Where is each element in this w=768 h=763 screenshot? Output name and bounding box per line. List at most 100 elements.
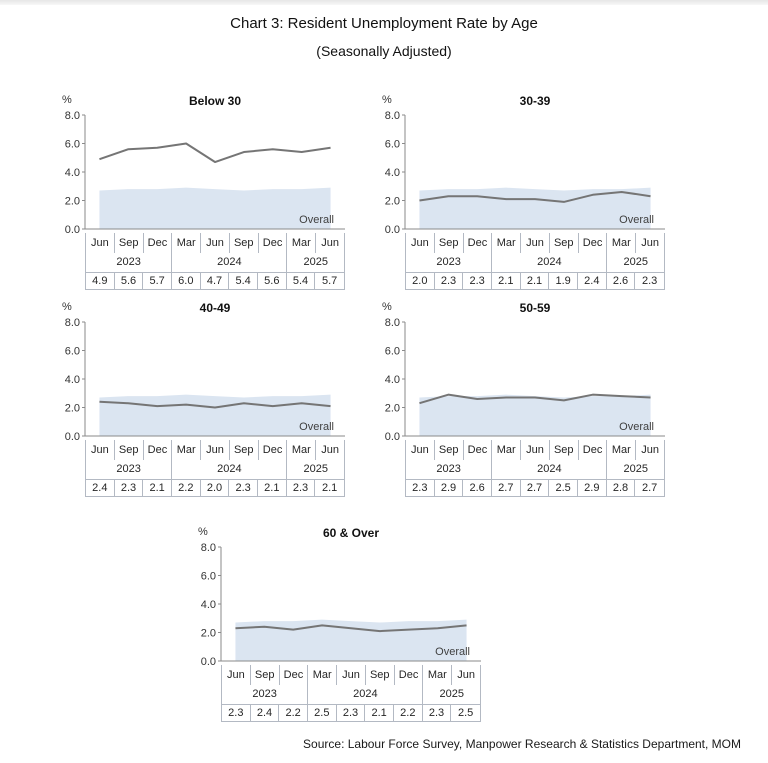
chart-canvas: % 30-39 8.0 6.0 4.0 2.0 0.0 Overall [382,94,665,233]
y-axis-tick-label: 2.0 [65,403,80,415]
y-axis-tick-label: 0.0 [385,431,400,440]
data-value: 2.7 [521,480,550,496]
data-value: 2.5 [458,707,474,719]
month-label: Dec [144,233,173,253]
month-label: Dec [579,440,608,460]
y-axis-tick-label: 4.0 [65,167,80,179]
year-label: 2025 [423,685,481,704]
month-label: Sep [366,665,395,685]
y-axis-tick-label: 6.0 [385,346,400,358]
month-label: Sep [435,440,464,460]
data-value: 2.8 [607,480,636,496]
y-axis-tick-label: 4.0 [65,374,80,386]
overall-band-label: Overall [435,646,470,658]
year-label: 2024 [492,253,608,272]
data-value: 6.0 [172,273,201,289]
y-axis-unit-label: % [62,301,72,313]
data-value: 2.1 [492,273,521,289]
series-line [419,190,651,203]
data-value: 2.9 [435,480,464,496]
series-line [235,624,467,633]
month-label: Mar [607,440,637,460]
years-row: 2023 2024 2025 [221,685,481,704]
values-row: 2.3 2.9 2.6 2.7 2.7 2.5 2.9 2.8 2.7 [405,479,665,497]
month-label: Mar [287,440,317,460]
data-value: 2.0 [201,480,230,496]
age-group-chart-below-30: % Below 30 8.0 6.0 4.0 2.0 0.0 Overall Jun Sep De… [50,89,370,290]
data-value: 5.4 [229,273,258,289]
page-title: Chart 3: Resident Unemployment Rate by A… [230,15,538,32]
y-axis-unit-label: % [382,301,392,313]
data-value: 2.6 [463,480,492,496]
values-row: 2.3 2.4 2.2 2.5 2.3 2.1 2.2 2.3 2.5 [221,704,481,722]
month-label: Jun [337,665,366,685]
data-value: 2.3 [222,705,251,721]
month-label: Mar [423,665,453,685]
y-axis-tick-label: 8.0 [385,317,400,329]
data-value: 2.0 [406,273,435,289]
year-label: 2024 [492,460,608,479]
month-label: Mar [607,233,637,253]
month-label: Sep [115,440,144,460]
month-label: Dec [259,233,288,253]
y-axis-tick-label: 6.0 [65,139,80,151]
data-value: 2.3 [463,273,492,289]
y-axis-tick-label: 0.0 [385,224,400,233]
year-label: 2025 [607,460,665,479]
month-label: Dec [280,665,309,685]
year-label: 2024 [172,253,288,272]
y-axis-tick-label: 2.0 [385,196,400,208]
data-value: 2.4 [86,480,115,496]
data-value: 2.3 [642,275,658,287]
overall-band-area [419,187,651,229]
axis-data-table: Jun Sep Dec Mar Jun Sep Dec Mar Jun 2023 2024 2025… [405,440,665,497]
y-axis-tick-label: 4.0 [385,374,400,386]
month-label: Mar [287,233,317,253]
data-value: 2.3 [435,273,464,289]
axis-data-table: Jun Sep Dec Mar Jun Sep Dec Mar Jun 2023 2024 2025… [85,233,345,290]
age-group-chart-40-49: % 40-49 8.0 6.0 4.0 2.0 0.0 Overall Jun Sep Dec Ma… [50,296,370,497]
data-value: 2.1 [521,273,550,289]
years-row: 2023 2024 2025 [85,253,345,272]
overall-band-label: Overall [299,421,334,433]
month-label: Mar [492,440,522,460]
month-label: Jun [521,233,550,253]
y-axis-unit-label: % [62,94,72,106]
month-label: Jun [201,233,230,253]
month-label: Dec [144,440,173,460]
chart-title: 60 & Over [323,526,379,540]
month-label: Jun [406,440,435,460]
y-axis-tick-label: 2.0 [65,196,80,208]
data-value: 2.3 [287,480,316,496]
y-axis-tick-label: 8.0 [65,317,80,329]
years-row: 2023 2024 2025 [85,460,345,479]
age-group-chart-60-over: % 60 & Over 8.0 6.0 4.0 2.0 0.0 Overall Jun Sep D… [186,521,506,722]
source-note: Source: Labour Force Survey, Manpower Re… [303,737,741,751]
data-value: 2.4 [251,705,280,721]
data-value: 2.3 [337,705,366,721]
month-label: Sep [550,440,579,460]
month-label: Mar [172,440,202,460]
axis-data-table: Jun Sep Dec Mar Jun Sep Dec Mar Jun 2023 2024 2025… [405,233,665,290]
y-axis-tick-label: 0.0 [65,431,80,440]
y-axis-tick-label: 6.0 [65,346,80,358]
chart-canvas: % 50-59 8.0 6.0 4.0 2.0 0.0 Overall [382,301,665,440]
month-label: Jun [636,440,665,460]
month-label: Jun [452,665,481,685]
year-label: 2025 [607,253,665,272]
month-label: Mar [308,665,338,685]
charts-grid: % Below 30 8.0 6.0 4.0 2.0 0.0 Overall Jun Sep De… [50,89,710,728]
month-label: Jun [316,233,345,253]
month-label: Sep [550,233,579,253]
months-row: Jun Sep Dec Mar Jun Sep Dec Mar Jun [405,440,665,460]
y-axis-tick-label: 6.0 [201,571,216,583]
year-label: 2025 [287,253,345,272]
chart-title: Below 30 [189,94,241,108]
overall-band-label: Overall [619,214,654,226]
data-value: 2.7 [642,482,658,494]
data-value: 2.5 [549,480,578,496]
years-row: 2023 2024 2025 [405,460,665,479]
y-axis-tick-label: 8.0 [201,542,216,554]
data-value: 2.7 [492,480,521,496]
series-line [99,142,331,164]
